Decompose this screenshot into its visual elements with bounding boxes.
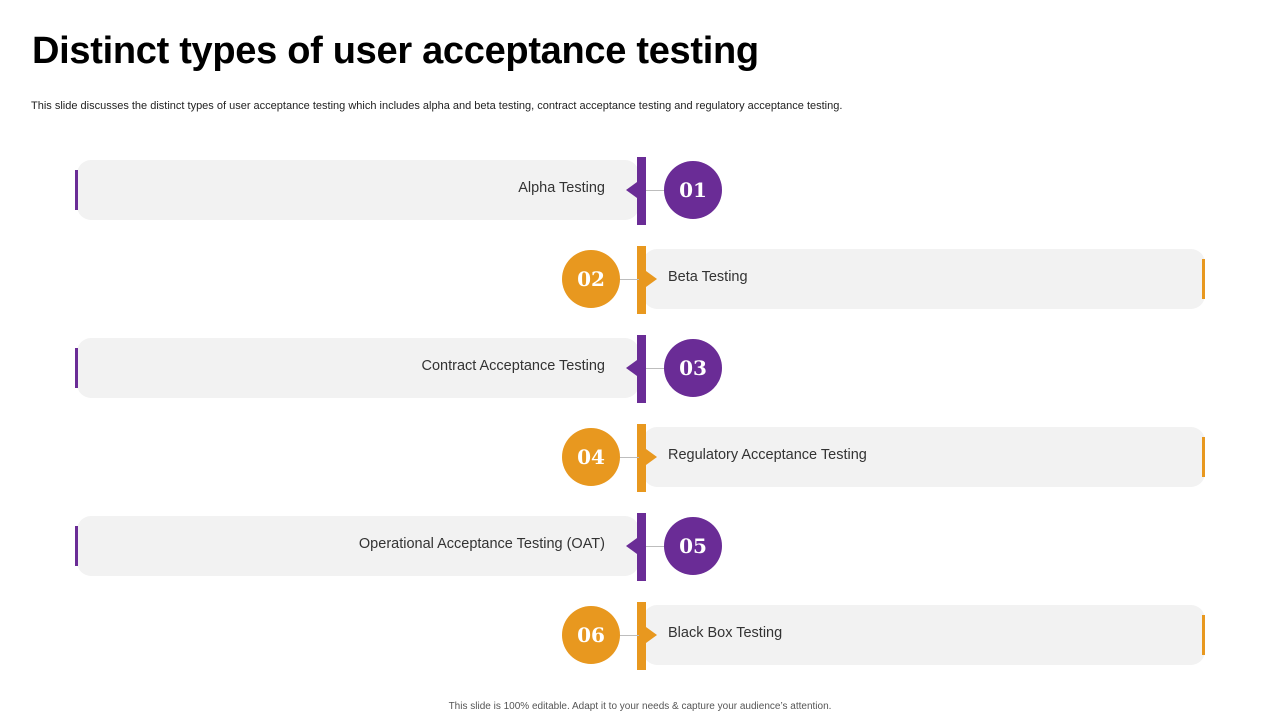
testing-type-bar xyxy=(77,160,639,220)
connector-line xyxy=(617,635,639,636)
bar-edge-accent xyxy=(75,348,78,388)
spine-segment xyxy=(637,157,646,225)
testing-type-bar xyxy=(643,605,1205,665)
spine-segment xyxy=(637,246,646,314)
spine-segment xyxy=(637,602,646,670)
connector-line xyxy=(617,279,639,280)
testing-type-label: Operational Acceptance Testing (OAT) xyxy=(358,536,605,552)
testing-type-bar xyxy=(77,516,639,576)
bar-edge-accent xyxy=(75,526,78,566)
testing-type-label: Black Box Testing xyxy=(668,625,783,641)
step-number-circle: 02 xyxy=(562,250,620,308)
pointer-arrow xyxy=(626,182,637,198)
slide-footer: This slide is 100% editable. Adapt it to… xyxy=(448,701,832,712)
bar-edge-accent xyxy=(1202,615,1205,655)
testing-type-item: Operational Acceptance Testing (OAT) 05 xyxy=(0,513,1280,583)
pointer-arrow xyxy=(626,360,637,376)
step-number-circle: 01 xyxy=(664,161,722,219)
step-number-circle: 03 xyxy=(664,339,722,397)
step-number-circle: 06 xyxy=(562,606,620,664)
spine-segment xyxy=(637,424,646,492)
testing-type-item: Contract Acceptance Testing 03 xyxy=(0,335,1280,405)
bar-edge-accent xyxy=(1202,437,1205,477)
slide-title: Distinct types of user acceptance testin… xyxy=(32,30,759,72)
spine-segment xyxy=(637,513,646,581)
testing-type-label: Alpha Testing xyxy=(518,180,605,196)
pointer-arrow xyxy=(626,538,637,554)
testing-type-item: Regulatory Acceptance Testing 04 xyxy=(0,424,1280,494)
connector-line xyxy=(617,457,639,458)
testing-type-item: Alpha Testing 01 xyxy=(0,157,1280,227)
spine-segment xyxy=(637,335,646,403)
testing-type-label: Regulatory Acceptance Testing xyxy=(668,447,867,463)
step-number-circle: 04 xyxy=(562,428,620,486)
bar-edge-accent xyxy=(75,170,78,210)
testing-type-label: Contract Acceptance Testing xyxy=(421,358,605,374)
testing-type-item: Black Box Testing 06 xyxy=(0,602,1280,672)
testing-type-item: Beta Testing 02 xyxy=(0,246,1280,316)
testing-type-bar xyxy=(643,249,1205,309)
connector-line xyxy=(646,190,668,191)
slide-subtitle: This slide discusses the distinct types … xyxy=(31,100,843,112)
pointer-arrow xyxy=(646,271,657,287)
connector-line xyxy=(646,546,668,547)
testing-type-bar xyxy=(643,427,1205,487)
pointer-arrow xyxy=(646,449,657,465)
bar-edge-accent xyxy=(1202,259,1205,299)
step-number-circle: 05 xyxy=(664,517,722,575)
testing-type-bar xyxy=(77,338,639,398)
testing-type-label: Beta Testing xyxy=(668,269,748,285)
connector-line xyxy=(646,368,668,369)
pointer-arrow xyxy=(646,627,657,643)
